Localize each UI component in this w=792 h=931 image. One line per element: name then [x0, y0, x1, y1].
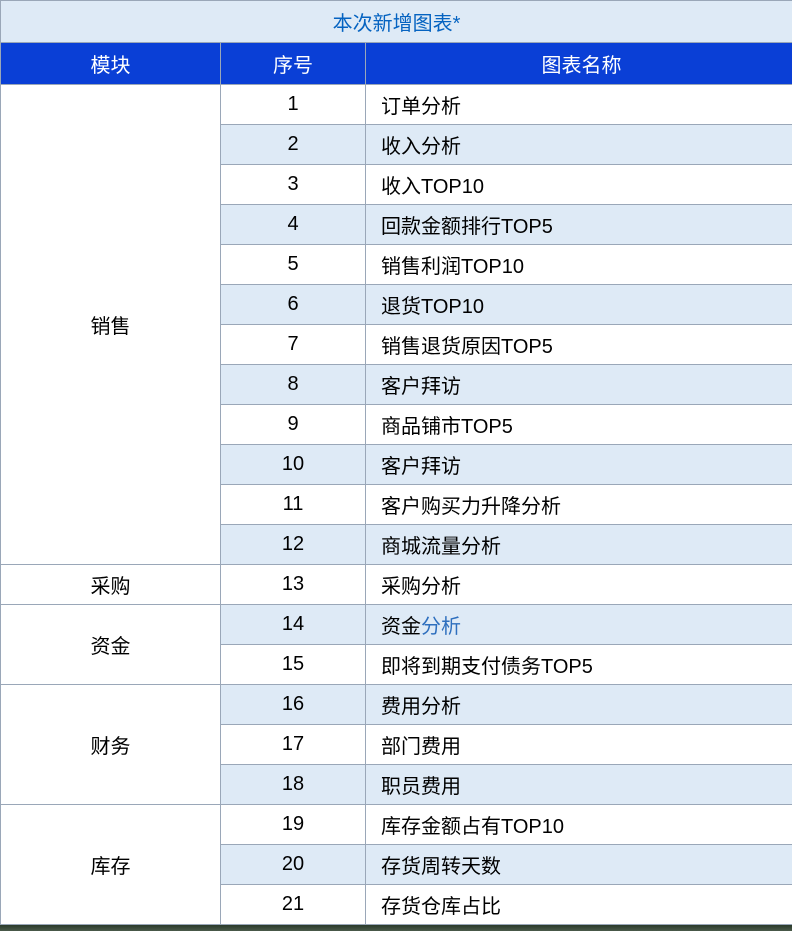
module-cell: 财务: [1, 685, 221, 805]
seq-cell: 19: [221, 805, 366, 845]
seq-cell: 13: [221, 565, 366, 605]
name-cell: 存货周转天数: [366, 845, 792, 885]
seq-cell: 1: [221, 85, 366, 125]
table-row: 销售1订单分析: [1, 85, 792, 125]
name-cell: 销售利润TOP10: [366, 245, 792, 285]
seq-cell: 18: [221, 765, 366, 805]
name-cell: 费用分析: [366, 685, 792, 725]
name-cell: 即将到期支付债务TOP5: [366, 645, 792, 685]
name-cell: 客户拜访: [366, 365, 792, 405]
table-row: 资金 14资金分析: [1, 605, 792, 645]
name-cell: 回款金额排行TOP5: [366, 205, 792, 245]
charts-table-container: 本次新增图表* 模块 序号 图表名称 销售1订单分析2收入分析3收入TOP104…: [0, 0, 792, 931]
table-header-row: 模块 序号 图表名称: [1, 43, 792, 85]
seq-cell: 9: [221, 405, 366, 445]
name-cell: 存货仓库占比: [366, 885, 792, 925]
name-cell: 资金分析: [366, 605, 792, 645]
seq-cell: 12: [221, 525, 366, 565]
seq-cell: 21: [221, 885, 366, 925]
name-cell: 订单分析: [366, 85, 792, 125]
name-cell: 销售退货原因TOP5: [366, 325, 792, 365]
module-cell: 库存: [1, 805, 221, 925]
bottom-shadow: [0, 925, 792, 931]
seq-cell: 4: [221, 205, 366, 245]
name-cell: 收入分析: [366, 125, 792, 165]
header-module: 模块: [1, 43, 221, 85]
name-cell: 商城流量分析: [366, 525, 792, 565]
header-seq: 序号: [221, 43, 366, 85]
seq-cell: 5: [221, 245, 366, 285]
table-row: 财务16费用分析: [1, 685, 792, 725]
name-cell: 收入TOP10: [366, 165, 792, 205]
table-body: 销售1订单分析2收入分析3收入TOP104回款金额排行TOP55销售利润TOP1…: [1, 85, 792, 925]
name-cell: 商品铺市TOP5: [366, 405, 792, 445]
header-name: 图表名称: [366, 43, 792, 85]
name-cell: 客户购买力升降分析: [366, 485, 792, 525]
module-cell: 资金: [1, 605, 221, 685]
name-cell: 客户拜访: [366, 445, 792, 485]
seq-cell: 7: [221, 325, 366, 365]
seq-cell: 15: [221, 645, 366, 685]
name-cell: 职员费用: [366, 765, 792, 805]
table-row: 库存19库存金额占有TOP10: [1, 805, 792, 845]
seq-cell: 2: [221, 125, 366, 165]
seq-cell: 16: [221, 685, 366, 725]
charts-table: 本次新增图表* 模块 序号 图表名称 销售1订单分析2收入分析3收入TOP104…: [0, 0, 792, 925]
name-part: 资金: [381, 616, 421, 638]
table-row: 采购13采购分析: [1, 565, 792, 605]
seq-cell: 8: [221, 365, 366, 405]
seq-cell: 3: [221, 165, 366, 205]
seq-cell: 14: [221, 605, 366, 645]
seq-cell: 6: [221, 285, 366, 325]
seq-cell: 20: [221, 845, 366, 885]
module-cell: 采购: [1, 565, 221, 605]
name-cell: 部门费用: [366, 725, 792, 765]
seq-cell: 11: [221, 485, 366, 525]
name-cell: 库存金额占有TOP10: [366, 805, 792, 845]
table-title-row: 本次新增图表*: [1, 1, 792, 43]
name-cell: 退货TOP10: [366, 285, 792, 325]
seq-cell: 10: [221, 445, 366, 485]
module-cell: 销售: [1, 85, 221, 565]
name-cell: 采购分析: [366, 565, 792, 605]
name-part: 分析: [421, 616, 461, 638]
table-title: 本次新增图表*: [1, 1, 792, 43]
seq-cell: 17: [221, 725, 366, 765]
